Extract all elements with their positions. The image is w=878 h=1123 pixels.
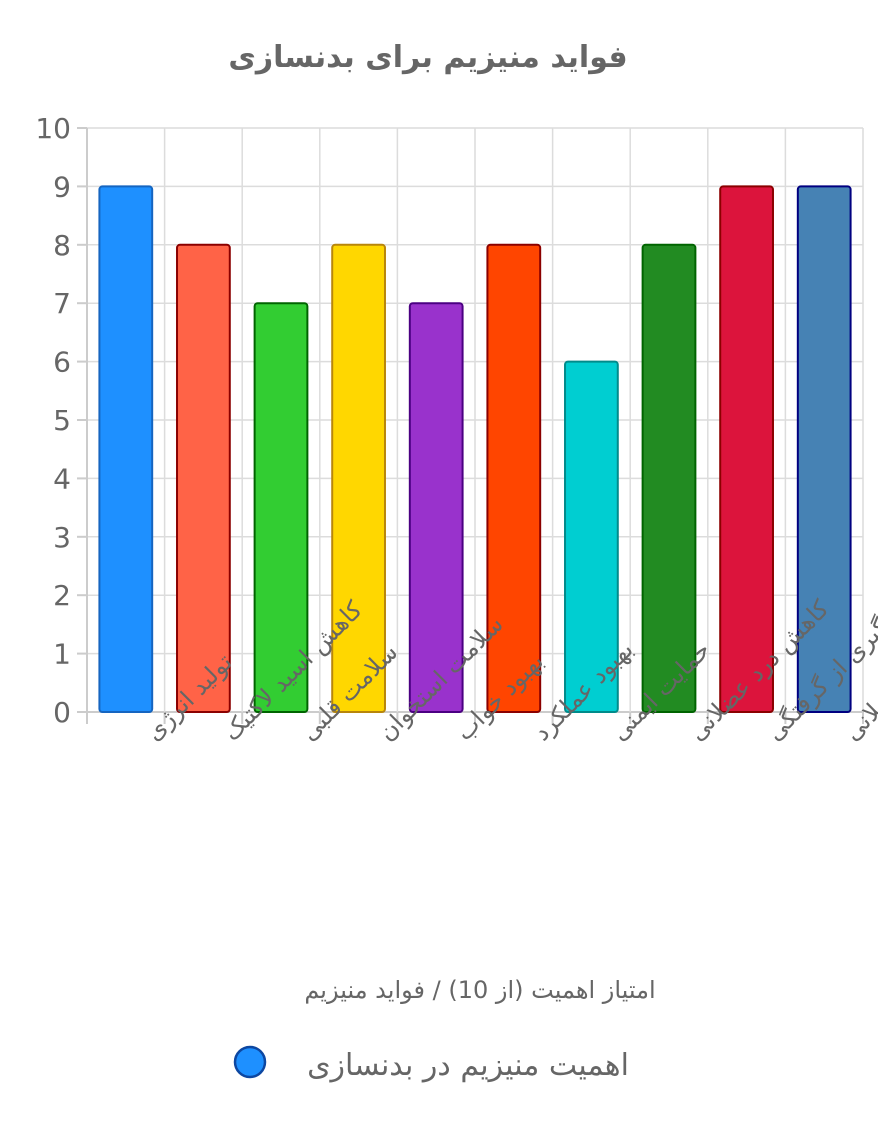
chart-title: فواید منیزیم برای بدنسازی: [228, 40, 627, 75]
bar[interactable]: [331, 243, 386, 714]
y-tick-label: 7: [53, 287, 71, 320]
bar[interactable]: [176, 243, 231, 714]
y-tick-label: 4: [53, 462, 71, 495]
legend[interactable]: اهمیت منیزیم در بدنسازی: [233, 1045, 629, 1083]
y-tick-label: 3: [53, 521, 71, 554]
bar[interactable]: [719, 185, 774, 713]
bar[interactable]: [98, 185, 154, 713]
y-tick-label: 9: [53, 170, 71, 203]
y-tick-label: 0: [53, 696, 71, 729]
bar[interactable]: [486, 243, 542, 714]
legend-label: اهمیت منیزیم در بدنسازی: [307, 1048, 629, 1083]
x-axis-title: امتیاز اهمیت (از 10) / فواید منیزیم: [304, 976, 655, 1004]
y-tick-label: 8: [53, 229, 71, 262]
y-tick-label: 1: [53, 638, 71, 671]
bar[interactable]: [408, 302, 464, 713]
bar[interactable]: [796, 185, 852, 713]
bar[interactable]: [641, 243, 697, 714]
y-tick-label: 2: [53, 579, 71, 612]
bar[interactable]: [564, 360, 619, 713]
bars: [98, 185, 852, 714]
y-tick-label: 5: [53, 404, 71, 437]
y-tick-label: 6: [53, 346, 71, 379]
y-tick-label: 10: [35, 112, 71, 145]
legend-swatch: [233, 1045, 267, 1079]
y-axis-ticks: 0 1 2 3 4 5 6 7 8 9 10: [35, 112, 71, 729]
bar[interactable]: [253, 302, 309, 713]
